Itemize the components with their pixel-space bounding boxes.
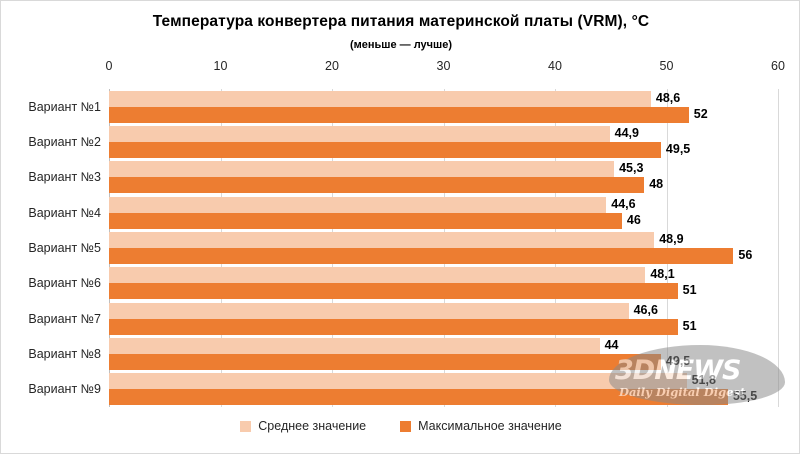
x-tick-label-20: 20 xyxy=(325,59,339,73)
bar-avg[interactable] xyxy=(109,232,655,248)
legend-item-average: Среднее значение xyxy=(240,419,366,433)
bar-value-label: 48 xyxy=(649,177,664,192)
bar-value-label: 55,5 xyxy=(732,389,758,404)
bar-value-label: 46 xyxy=(626,212,641,227)
bar-avg[interactable] xyxy=(109,373,687,390)
bar-value-label: 46,6 xyxy=(633,302,658,317)
x-tick-label-50: 50 xyxy=(659,59,674,73)
category-label: Вариант №5 xyxy=(28,241,101,255)
gridline xyxy=(778,89,779,407)
bar-max[interactable] xyxy=(109,389,728,406)
bar-avg[interactable] xyxy=(109,161,615,178)
bar-value-label: 52 xyxy=(693,106,708,121)
category-label: Вариант №7 xyxy=(28,311,101,326)
bar-avg[interactable] xyxy=(109,302,629,319)
chart-subtitle: (меньше — лучше) xyxy=(349,39,453,51)
bar-value-label: 51,8 xyxy=(691,373,716,388)
x-tick-label-0: 0 xyxy=(105,59,113,73)
bar-value-label: 44,6 xyxy=(611,196,636,211)
bar-avg[interactable] xyxy=(109,126,610,142)
x-tick-label-10: 10 xyxy=(213,59,228,73)
bar-value-label: 49,5 xyxy=(665,142,691,156)
bar-value-label: 48,9 xyxy=(659,232,684,246)
bar-max[interactable] xyxy=(109,106,689,123)
legend-swatch-maximum-icon xyxy=(400,420,412,432)
bar-value-label: 56 xyxy=(738,248,753,262)
bar-value-label: 51 xyxy=(682,283,697,298)
category-label: Вариант №6 xyxy=(28,276,101,291)
bar-group: 46,6 51 xyxy=(109,302,778,335)
bar-group: 44 49,5 xyxy=(109,338,778,370)
bar-max[interactable] xyxy=(109,354,661,370)
legend-label-average: Среднее значение xyxy=(258,419,367,433)
bar-max[interactable] xyxy=(109,177,645,194)
bar-group: 51,8 55,5 xyxy=(109,373,778,406)
category-label: Вариант №8 xyxy=(28,347,101,361)
legend-swatch-average-icon xyxy=(240,420,252,432)
bar-avg[interactable] xyxy=(109,196,607,213)
plot-area: 48,6 52 44,9 49,5 45,3 48 44,6 46 48,9 56 48,1 51 46… xyxy=(109,89,779,407)
bar-max[interactable] xyxy=(109,142,661,158)
x-tick-label-60: 60 xyxy=(771,59,785,73)
bar-value-label: 48,1 xyxy=(650,267,675,282)
bar-value-label: 51 xyxy=(682,318,697,333)
x-axis-tick-labels: 0 10 20 30 40 50 60 xyxy=(1,59,799,77)
bar-value-label: 44,9 xyxy=(614,126,639,140)
bar-avg[interactable] xyxy=(109,267,646,284)
bar-max[interactable] xyxy=(109,248,734,264)
bar-group: 44,9 49,5 xyxy=(109,126,778,158)
chart-legend: Среднее значение Максимальное значение xyxy=(1,419,799,433)
y-axis-category-labels: Вариант №1 Вариант №2 Вариант №3 Вариант №4… xyxy=(1,89,107,407)
legend-label-maximum: Максимальное значение xyxy=(418,419,562,433)
category-label: Вариант №2 xyxy=(28,135,101,149)
category-label: Вариант №3 xyxy=(28,170,101,185)
x-tick-label-30: 30 xyxy=(436,59,451,73)
bar-group: 48,9 56 xyxy=(109,232,778,264)
legend-item-maximum: Максимальное значение xyxy=(400,419,562,433)
bar-group: 44,6 46 xyxy=(109,196,778,229)
category-label: Вариант №1 xyxy=(28,99,101,114)
bar-group: 48,1 51 xyxy=(109,267,778,300)
bar-max[interactable] xyxy=(109,283,678,300)
x-tick-label-40: 40 xyxy=(548,59,562,73)
bar-group: 45,3 48 xyxy=(109,161,778,194)
category-label: Вариант №4 xyxy=(28,205,101,220)
bar-value-label: 49,5 xyxy=(665,354,691,368)
category-label: Вариант №9 xyxy=(28,382,101,397)
chart-title: Температура конвертера питания материнск… xyxy=(152,13,650,30)
bar-value-label: 45,3 xyxy=(619,161,644,176)
bar-max[interactable] xyxy=(109,212,622,229)
bar-group: 48,6 52 xyxy=(109,90,778,123)
bar-max[interactable] xyxy=(109,318,678,335)
bar-avg[interactable] xyxy=(109,338,600,354)
bar-value-label: 48,6 xyxy=(655,90,681,105)
bar-avg[interactable] xyxy=(109,90,651,107)
bar-value-label: 44 xyxy=(604,338,619,352)
